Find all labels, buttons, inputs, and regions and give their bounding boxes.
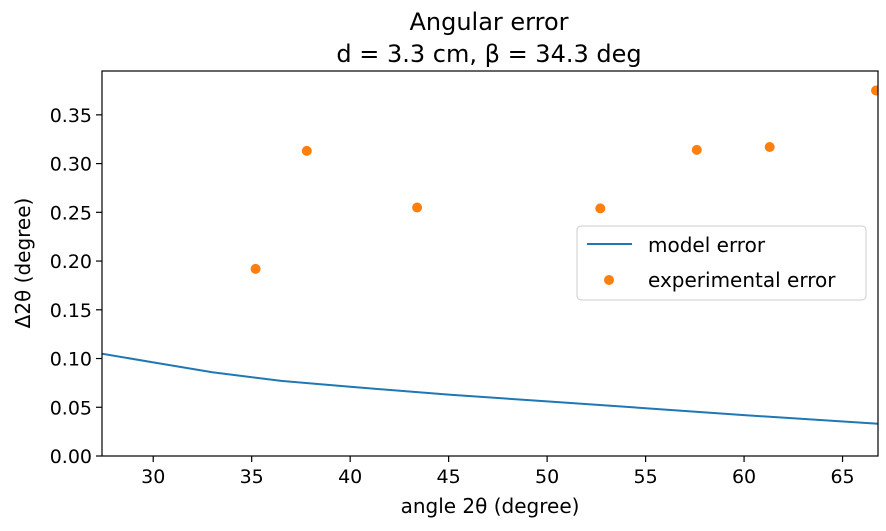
x-tick-label: 30 [141, 466, 165, 488]
y-tick-label: 0.05 [50, 397, 92, 419]
data-point-experimental-error [301, 145, 312, 156]
legend-marker-swatch [604, 275, 614, 285]
data-point-experimental-error [412, 202, 423, 213]
axes-frame [101, 70, 879, 457]
x-axis-ticks: 30 35 40 45 50 55 60 65 [141, 456, 855, 488]
legend-label-model-error: model error [648, 233, 766, 257]
legend-label-experimental-error: experimental error [648, 268, 836, 292]
data-point-experimental-error [250, 263, 261, 274]
y-axis-ticks: 0.00 0.05 0.10 0.15 0.20 0.25 0.30 0.35 [50, 105, 102, 468]
x-tick-label: 65 [830, 466, 854, 488]
data-point-experimental-error [595, 203, 606, 214]
plot-area [102, 85, 878, 425]
data-point-experimental-error [871, 85, 878, 96]
x-axis-label: angle 2θ (degree) [401, 494, 580, 518]
y-tick-label: 0.25 [50, 202, 92, 224]
y-tick-label: 0.00 [50, 446, 92, 468]
x-tick-label: 55 [634, 466, 658, 488]
legend: model error experimental error [576, 225, 867, 301]
data-point-experimental-error [691, 144, 702, 155]
y-axis-label: Δ2θ (degree) [11, 198, 35, 329]
legend-box [576, 225, 867, 301]
x-tick-label: 60 [732, 466, 756, 488]
series-line-model-error [102, 352, 878, 425]
x-tick-label: 40 [338, 466, 362, 488]
y-tick-label: 0.30 [50, 154, 92, 176]
x-tick-label: 45 [437, 466, 461, 488]
y-tick-label: 0.20 [50, 251, 92, 273]
chart-title-line2: d = 3.3 cm, β = 34.3 deg [336, 40, 641, 68]
x-tick-label: 35 [240, 466, 264, 488]
y-tick-label: 0.15 [50, 300, 92, 322]
y-tick-label: 0.35 [50, 105, 92, 127]
data-point-experimental-error [764, 142, 775, 152]
chart-title-line1: Angular error [409, 8, 568, 36]
x-tick-label: 50 [535, 466, 559, 488]
y-tick-label: 0.10 [50, 349, 92, 371]
